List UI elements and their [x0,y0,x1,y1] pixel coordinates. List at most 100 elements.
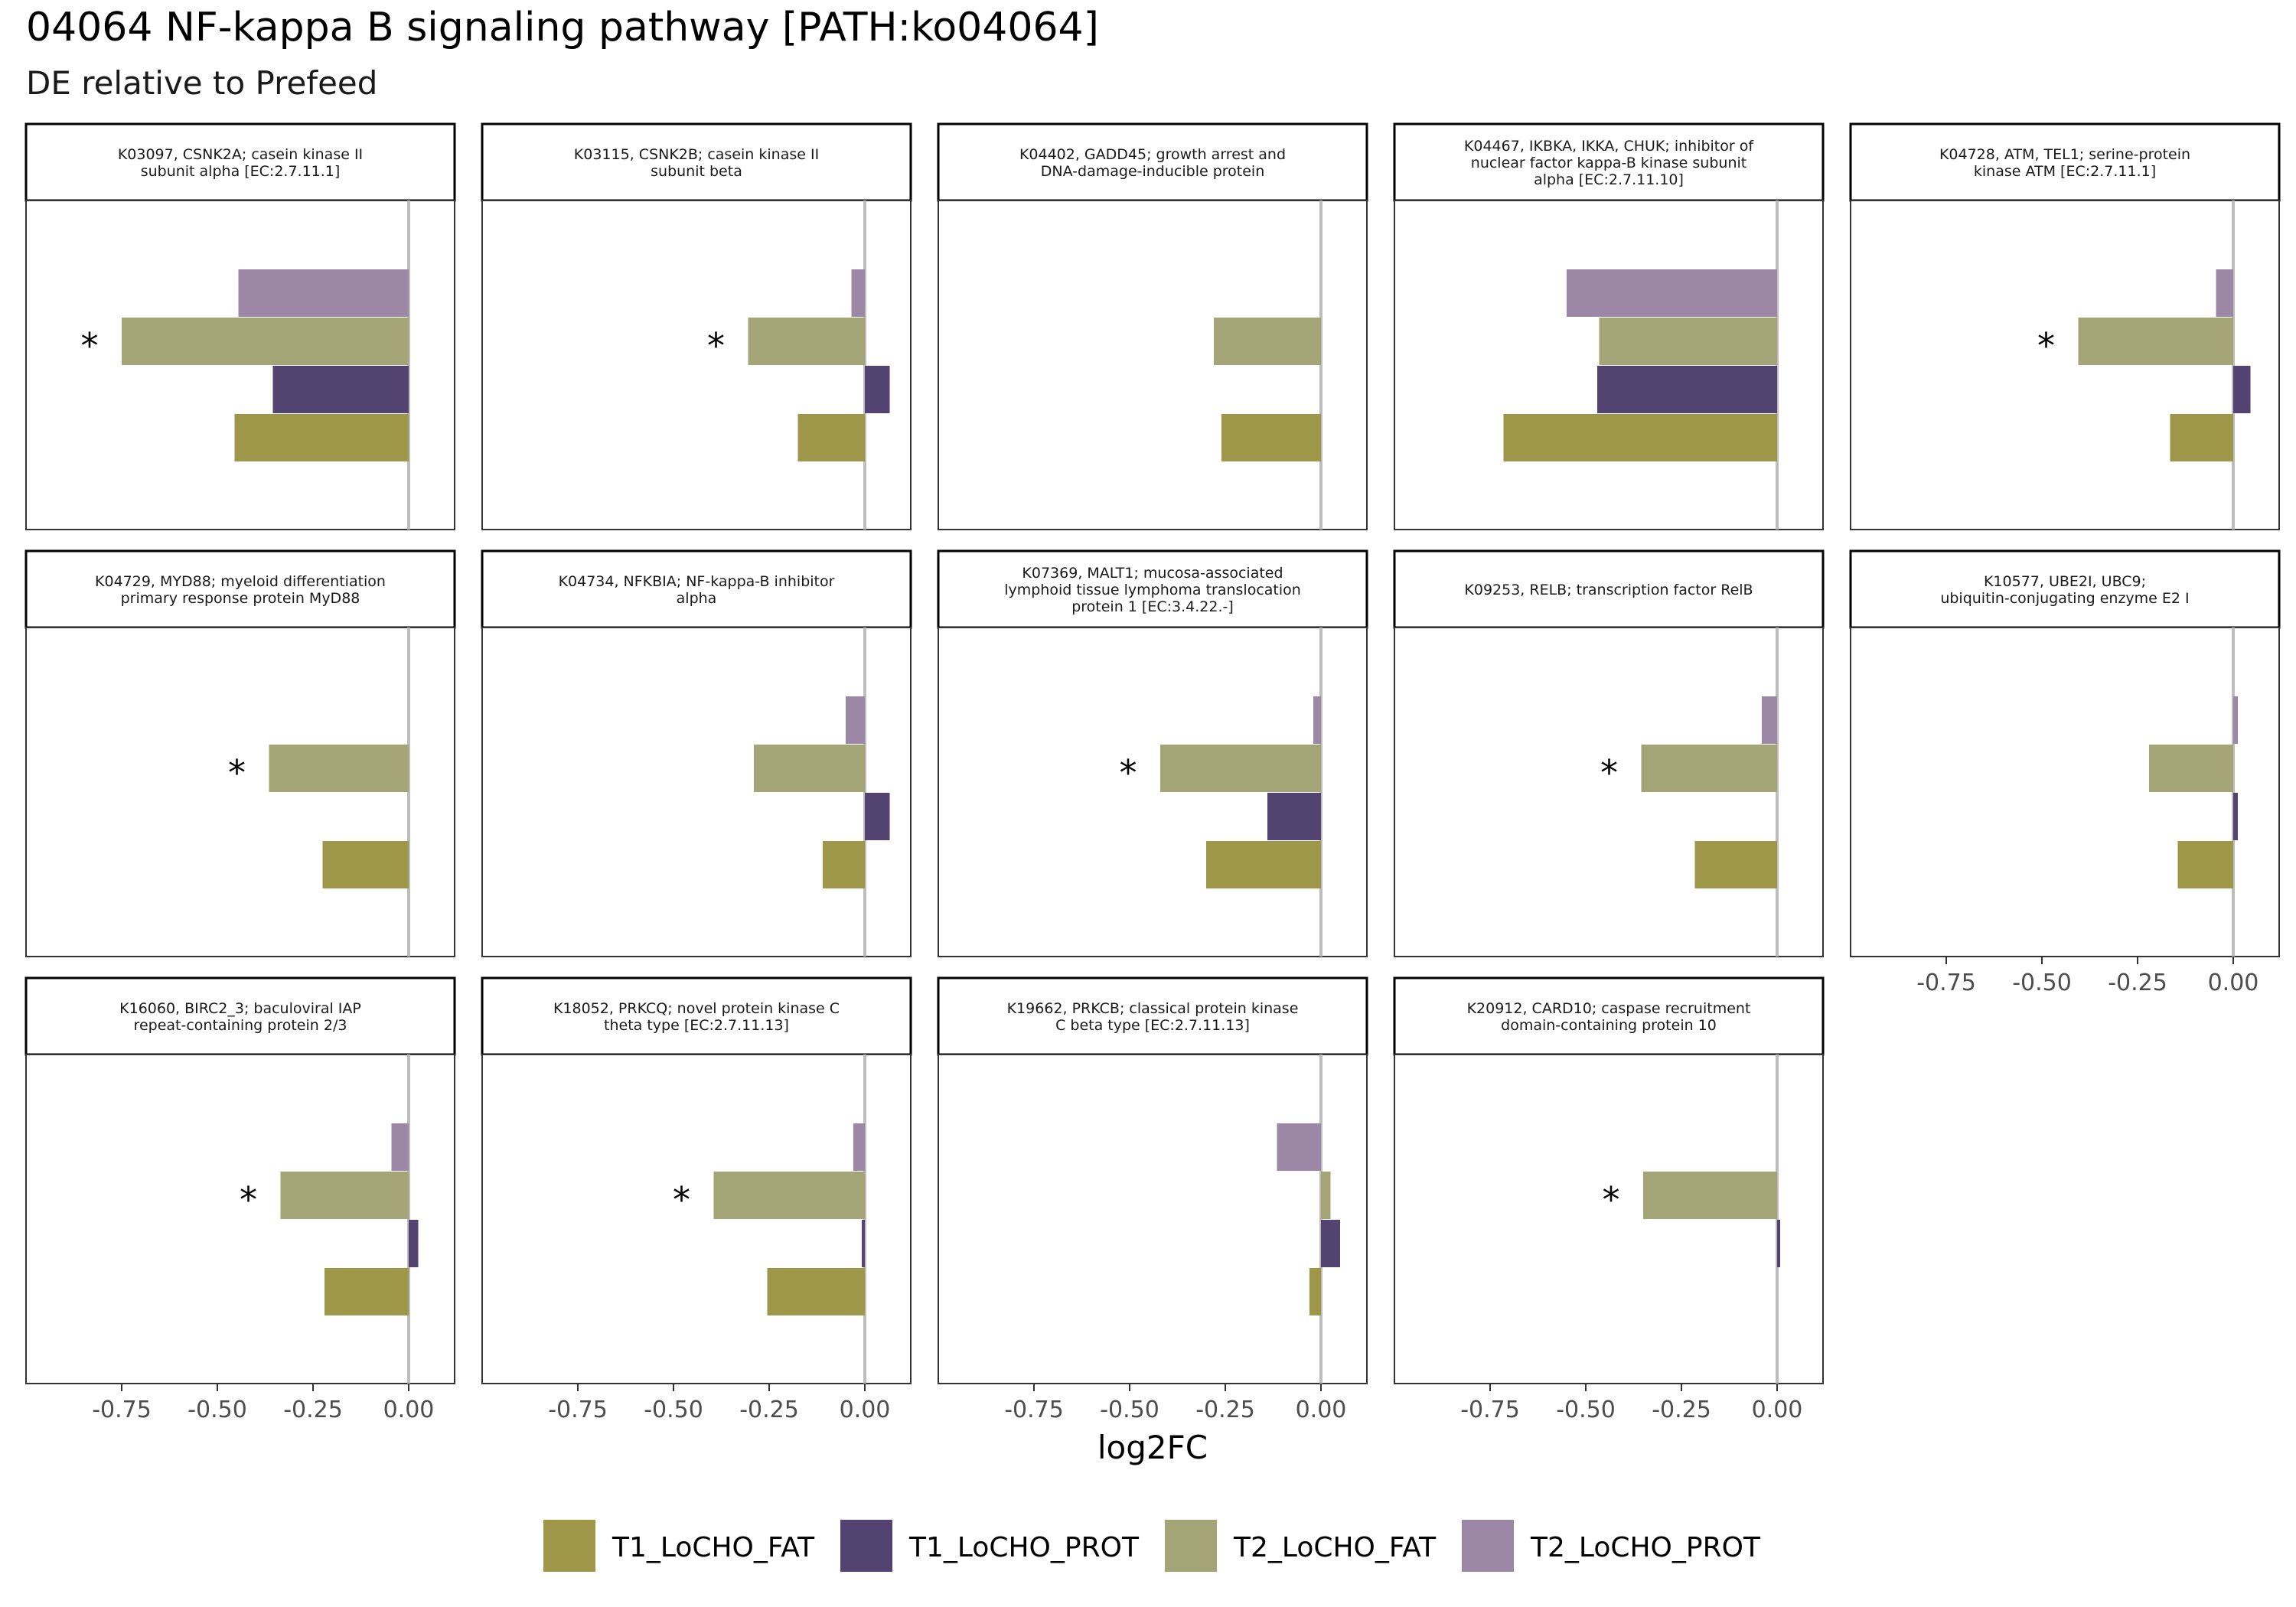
bar-t1-locho-fat [325,1268,409,1315]
x-tick-label: -0.25 [2108,970,2167,996]
bar-t1-locho-prot [865,366,890,413]
bar-t2-locho-prot [2216,269,2233,317]
x-tick-label: -0.50 [188,1397,247,1423]
bar-t1-locho-prot [865,793,890,840]
x-tick-label: 0.00 [840,1397,891,1423]
bar-t1-locho-prot [1777,1220,1780,1267]
bar-t2-locho-prot [851,269,865,317]
facet-strip [937,122,1368,202]
x-tick-label: -0.75 [1916,970,1976,996]
bar-t1-locho-fat [234,414,409,461]
facet-label: K04728, ATM, TEL1; serine-protein kinase … [1939,146,2190,180]
facet-label: K04729, MYD88; myeloid differentiation pr… [95,573,386,607]
x-tick-label: -0.25 [1195,1397,1255,1423]
x-tick-label: -0.25 [739,1397,799,1423]
significance-marker: * [1600,752,1618,794]
bar-t2-locho-prot [1762,696,1777,744]
facet-strip [481,976,912,1056]
facet-label: K04402, GADD45; growth arrest and DNA-dam… [1019,146,1286,180]
bar-t1-locho-prot [1267,793,1321,840]
bar-t1-locho-fat [797,414,865,461]
x-tick-label: -0.25 [1652,1397,1711,1423]
bar-t2-locho-fat [280,1172,409,1219]
bar-t2-locho-prot [846,696,865,744]
facet-label: K19662, PRKCB; classical protein kinase C… [1007,1000,1299,1034]
x-axis-label: log2FC [1097,1429,1208,1466]
bar-t2-locho-fat [269,745,409,792]
x-tick-label: 0.00 [1296,1397,1347,1423]
bar-t1-locho-fat [322,841,409,888]
significance-marker: * [2037,325,2055,367]
x-tick-label: -0.50 [1556,1397,1616,1423]
bar-t1-locho-fat [2177,841,2233,888]
bar-t1-locho-fat [1503,414,1777,461]
facet-label: K03097, CSNK2A; casein kinase II subunit … [118,146,363,180]
legend-label: T2_LoCHO_FAT [1233,1532,1437,1563]
bar-t1-locho-prot [2233,366,2251,413]
facet-label: K09253, RELB; transcription factor RelB [1464,582,1753,598]
bar-t2-locho-fat [713,1172,865,1219]
bar-t1-locho-prot [1321,1220,1340,1267]
facet-label: K07369, MALT1; mucosa-associated lymphoid… [1004,565,1301,615]
x-tick-label: -0.75 [548,1397,608,1423]
bar-t2-locho-fat [1599,318,1777,365]
facet-strip [1849,122,2281,202]
facet-label: K20912, CARD10; caspase recruitment domai… [1467,1000,1751,1034]
significance-marker: * [1120,752,1137,794]
bar-t2-locho-prot [2233,696,2238,744]
bar-t2-locho-fat [122,318,409,365]
chart-subtitle: DE relative to Prefeed [26,64,378,102]
bar-t2-locho-prot [391,1123,409,1171]
x-tick-label: 0.00 [2208,970,2259,996]
x-tick-label: 0.00 [383,1397,435,1423]
bar-t2-locho-prot [1277,1123,1321,1171]
bar-t1-locho-fat [1221,414,1321,461]
facet-strip [937,549,1368,629]
bar-t2-locho-prot [853,1123,865,1171]
bar-t2-locho-fat [754,745,865,792]
x-tick-label: 0.00 [1752,1397,1803,1423]
bar-t1-locho-fat [767,1268,865,1315]
facet-strip [1849,549,2281,629]
significance-marker: * [81,325,99,367]
x-tick-label: -0.25 [283,1397,343,1423]
bar-t2-locho-fat [748,318,865,365]
bar-t2-locho-prot [238,269,409,317]
facet-strip [24,549,456,629]
x-tick-label: -0.75 [1460,1397,1520,1423]
x-tick-label: -0.75 [92,1397,152,1423]
significance-marker: * [240,1179,257,1221]
facet-strip [1393,122,1825,202]
facet-label: K10577, UBE2I, UBC9; ubiquitin-conjugatin… [1940,573,2189,607]
facet-label: K03115, CSNK2B; casein kinase II subunit … [574,146,819,180]
bar-t1-locho-fat [2170,414,2233,461]
facet-strip [481,549,912,629]
legend-swatch [840,1520,892,1572]
bar-t2-locho-fat [1160,745,1321,792]
bar-t1-locho-prot [272,366,409,413]
bar-t1-locho-prot [1597,366,1777,413]
legend-swatch [1462,1520,1514,1572]
facet-strip [481,122,912,202]
significance-marker: * [707,325,725,367]
significance-marker: * [1603,1179,1620,1221]
legend-label: T1_LoCHO_FAT [612,1532,815,1563]
facet-label: K04467, IKBKA, IKKA, CHUK; inhibitor of n… [1464,138,1754,188]
facet-label: K04734, NFKBIA; NF-kappa-B inhibitor alph… [559,573,835,607]
facet-panel [1394,1054,1824,1384]
facet-label: K16060, BIRC2_3; baculoviral IAP repeat-c… [119,1000,361,1034]
x-tick-label: -0.50 [1100,1397,1159,1423]
bar-t2-locho-fat [1641,745,1777,792]
facet-strip [1393,549,1825,629]
legend-swatch [543,1520,595,1572]
legend-swatch [1165,1520,1217,1572]
bar-t2-locho-fat [1321,1172,1331,1219]
bar-t2-locho-prot [1567,269,1777,317]
significance-marker: * [228,752,246,794]
legend-label: T1_LoCHO_PROT [908,1532,1140,1563]
legend-label: T2_LoCHO_PROT [1530,1532,1761,1563]
bar-t1-locho-fat [1309,1268,1321,1315]
bar-t1-locho-prot [409,1220,419,1267]
